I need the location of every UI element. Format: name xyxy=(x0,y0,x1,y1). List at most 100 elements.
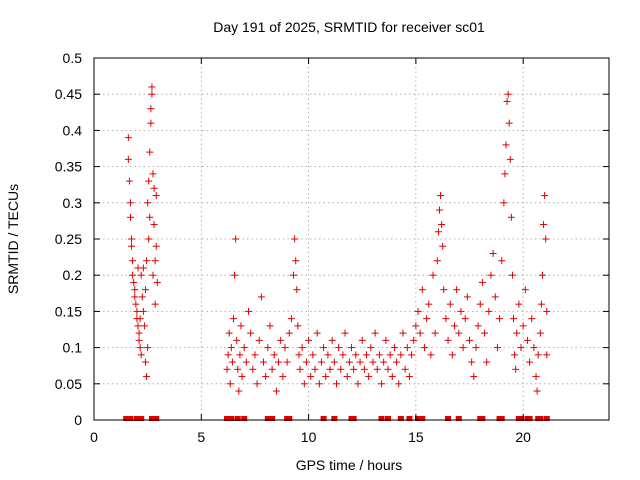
data-point xyxy=(234,365,242,373)
y-tick-label: 0.25 xyxy=(55,231,82,247)
data-point xyxy=(352,351,360,359)
y-tick-label: 0 xyxy=(74,412,82,428)
zero-marker xyxy=(415,416,422,421)
data-point xyxy=(440,286,448,294)
data-point xyxy=(330,358,338,366)
zero-marker xyxy=(224,416,231,421)
zero-level-markers xyxy=(123,416,550,421)
data-point xyxy=(125,177,133,185)
data-point xyxy=(291,235,299,243)
data-point xyxy=(543,307,551,315)
data-point xyxy=(130,278,138,286)
zero-marker xyxy=(397,416,404,421)
grid-lines xyxy=(94,58,609,420)
data-point xyxy=(418,286,426,294)
data-point xyxy=(408,351,416,359)
data-point xyxy=(305,336,313,344)
data-point xyxy=(343,373,351,381)
data-point xyxy=(435,206,443,214)
data-point xyxy=(540,221,548,229)
data-point xyxy=(500,199,508,207)
data-point xyxy=(414,307,422,315)
data-point xyxy=(455,329,463,337)
y-tick-label: 0.2 xyxy=(63,267,83,283)
data-point xyxy=(290,271,298,279)
data-point xyxy=(129,257,137,265)
data-point xyxy=(249,365,257,373)
data-point xyxy=(228,358,236,366)
data-point xyxy=(397,351,405,359)
y-tick-label: 0.15 xyxy=(55,303,82,319)
zero-marker xyxy=(543,416,550,421)
data-point xyxy=(247,329,255,337)
data-point xyxy=(356,358,364,366)
data-point xyxy=(152,242,160,250)
data-point xyxy=(341,329,349,337)
data-point xyxy=(131,286,139,294)
data-point xyxy=(526,358,534,366)
data-point xyxy=(491,293,499,301)
chart-title: Day 191 of 2025, SRMTID for receiver sc0… xyxy=(213,19,485,35)
data-point xyxy=(504,90,512,98)
data-point xyxy=(405,373,413,381)
data-point xyxy=(386,351,394,359)
data-point xyxy=(510,315,518,323)
data-point xyxy=(315,380,323,388)
data-point xyxy=(126,213,134,221)
data-point xyxy=(388,373,396,381)
data-point xyxy=(476,300,484,308)
data-point xyxy=(478,278,486,286)
data-point xyxy=(511,351,519,359)
data-point xyxy=(365,373,373,381)
data-point xyxy=(300,380,308,388)
data-point xyxy=(238,373,246,381)
zero-marker xyxy=(138,416,145,421)
data-point xyxy=(272,387,280,395)
data-point xyxy=(542,235,550,243)
data-point xyxy=(457,307,465,315)
data-point xyxy=(533,387,541,395)
data-point xyxy=(530,344,538,352)
data-point xyxy=(487,271,495,279)
data-point xyxy=(474,322,482,330)
data-point xyxy=(390,344,398,352)
data-point xyxy=(124,134,132,142)
data-point xyxy=(237,322,245,330)
data-point xyxy=(151,257,159,265)
data-point xyxy=(231,271,239,279)
data-point xyxy=(146,148,154,156)
data-point xyxy=(129,271,137,279)
data-point xyxy=(528,315,536,323)
data-point xyxy=(139,307,147,315)
data-point xyxy=(515,300,523,308)
data-point xyxy=(242,358,250,366)
data-point xyxy=(451,322,458,330)
data-point xyxy=(444,336,452,344)
zero-marker xyxy=(518,416,525,421)
data-point xyxy=(337,365,345,373)
data-point xyxy=(317,358,325,366)
zero-marker xyxy=(479,416,486,421)
data-point xyxy=(229,315,237,323)
data-point xyxy=(240,344,248,352)
data-point xyxy=(142,286,149,294)
data-point xyxy=(453,286,461,294)
data-point xyxy=(380,358,388,366)
zero-marker xyxy=(498,416,505,421)
zero-marker xyxy=(241,416,248,421)
data-point xyxy=(410,336,418,344)
y-tick-label: 0.35 xyxy=(55,159,82,175)
data-point xyxy=(382,336,390,344)
zero-marker xyxy=(350,416,357,421)
data-point xyxy=(133,307,141,315)
data-point xyxy=(235,387,243,395)
data-point xyxy=(459,344,467,352)
y-tick-label: 0.5 xyxy=(63,50,83,66)
data-point xyxy=(468,358,476,366)
data-point xyxy=(481,329,489,337)
zero-marker xyxy=(378,416,385,421)
data-point xyxy=(534,351,542,359)
data-point xyxy=(224,351,232,359)
data-point xyxy=(135,336,143,344)
data-point xyxy=(506,155,514,163)
